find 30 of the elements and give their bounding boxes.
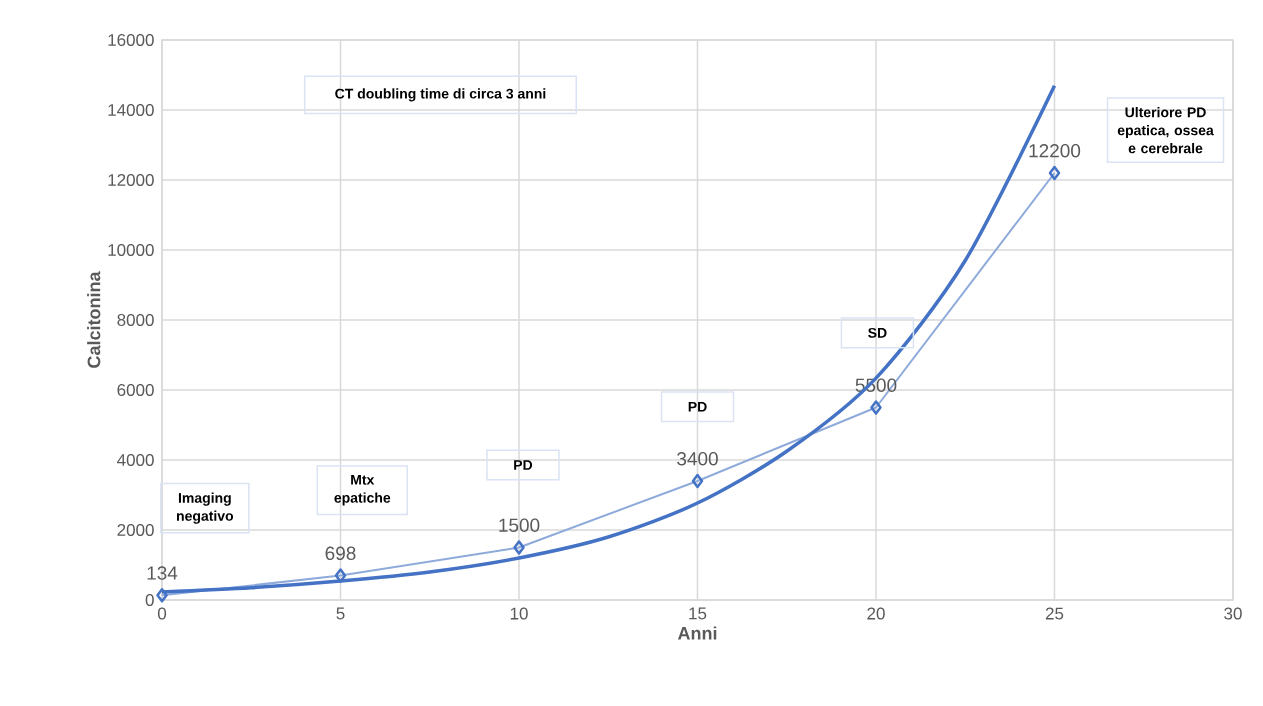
y-tick-label: 2000 — [117, 523, 154, 537]
y-tick-label: 10000 — [108, 243, 154, 257]
x-tick-label: 30 — [1224, 607, 1242, 620]
x-axis-title: Anni — [677, 626, 717, 640]
x-tick-label: 0 — [157, 607, 167, 620]
y-tick-label: 6000 — [117, 383, 154, 397]
data-label: 1500 — [499, 518, 540, 532]
y-tick-label: 8000 — [117, 313, 154, 327]
x-tick-label: 10 — [510, 607, 528, 620]
annotation: Ulteriore PD epatica, ossea e cerebrale — [1117, 107, 1214, 154]
x-tick-label: 5 — [336, 607, 345, 620]
annotation: SD — [868, 327, 887, 338]
y-axis-title: Calcitonina — [87, 271, 101, 368]
x-tick-label: 15 — [689, 607, 707, 620]
annotation: Mtx epatiche — [334, 474, 391, 506]
annotation: Imaging negativo — [176, 492, 234, 524]
y-tick-label: 12000 — [108, 173, 154, 187]
data-label: 134 — [147, 566, 178, 580]
y-tick-label: 14000 — [108, 103, 154, 117]
x-tick-label: 20 — [867, 607, 885, 620]
x-tick-label: 25 — [1045, 607, 1064, 620]
y-tick-label: 0 — [145, 593, 154, 607]
data-label: 698 — [325, 546, 356, 561]
annotation: CT doubling time di circa 3 anni — [335, 88, 546, 102]
y-tick-label: 16000 — [108, 33, 154, 47]
annotation: PD — [688, 401, 707, 412]
data-label: 12200 — [1029, 144, 1081, 158]
data-label: 3400 — [677, 452, 718, 466]
annotation: PD — [514, 460, 533, 470]
y-tick-label: 4000 — [117, 453, 154, 467]
